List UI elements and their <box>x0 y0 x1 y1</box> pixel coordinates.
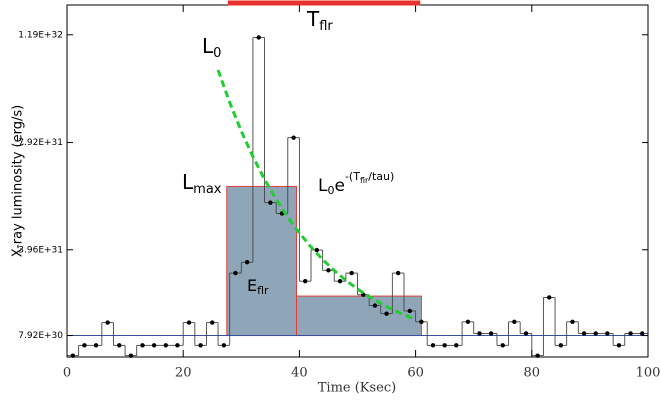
data-point <box>488 331 494 336</box>
data-point <box>558 343 564 348</box>
data-point <box>163 343 168 348</box>
y-tick-label: 1.19E+32 <box>18 30 63 40</box>
lmax-label: Lmax <box>182 170 222 197</box>
y-axis-label: X-ray luminosity (erg/s) <box>11 105 26 257</box>
plot-area <box>67 35 648 358</box>
eflr-label: Eflr <box>247 276 269 298</box>
x-tick-label: 100 <box>636 366 661 381</box>
data-point <box>628 331 633 336</box>
y-tick-label: 3.96E+31 <box>18 245 63 255</box>
flare-block <box>295 295 422 337</box>
data-point <box>639 331 645 336</box>
data-point <box>151 343 157 348</box>
data-point <box>593 331 598 336</box>
data-point <box>140 343 145 348</box>
data-point <box>616 343 622 348</box>
data-point <box>454 343 459 348</box>
data-point <box>210 320 215 325</box>
data-point <box>337 278 343 284</box>
data-point <box>465 319 471 324</box>
data-point <box>117 343 122 348</box>
data-point <box>570 319 575 324</box>
data-point <box>244 260 250 265</box>
data-point <box>372 303 378 308</box>
y-tick-label: 7.92E+31 <box>18 138 63 148</box>
data-point <box>442 343 447 348</box>
data-point <box>419 319 424 324</box>
data-point <box>186 320 192 325</box>
data-point <box>395 270 401 276</box>
x-tick-label: 20 <box>175 366 192 381</box>
data-point <box>430 343 436 348</box>
data-point <box>547 295 552 300</box>
data-point <box>477 331 482 336</box>
data-point <box>198 343 203 348</box>
x-tick-label: 0 <box>63 366 71 381</box>
l0-label: L0 <box>202 34 221 61</box>
data-point <box>93 343 99 348</box>
data-point <box>605 331 610 336</box>
data-point <box>581 331 587 336</box>
data-point <box>512 319 517 324</box>
data-point <box>233 270 238 276</box>
data-point <box>314 247 320 253</box>
data-point <box>303 278 308 284</box>
x-tick-label: 80 <box>524 366 541 381</box>
fit-label: L0e-(Tflr/tau) <box>318 170 394 197</box>
data-point <box>221 343 227 348</box>
data-point <box>105 320 110 325</box>
y-tick-label: 7.92E+30 <box>18 331 63 341</box>
tflr-label: Tflr <box>306 7 333 34</box>
data-point <box>256 35 261 40</box>
data-point <box>349 270 354 276</box>
data-point <box>326 268 331 273</box>
data-point <box>384 311 389 316</box>
data-point <box>268 200 273 205</box>
data-point <box>175 343 180 348</box>
x-axis-label: Time (Ksec) <box>318 381 396 396</box>
x-tick-label: 40 <box>291 366 308 381</box>
x-tick-label: 60 <box>407 366 424 381</box>
flare-block <box>226 185 297 337</box>
data-point <box>291 135 296 140</box>
data-point <box>523 331 529 336</box>
decay-fit <box>216 69 417 322</box>
data-point <box>82 343 87 348</box>
data-point <box>500 343 505 348</box>
data-point <box>407 308 412 314</box>
